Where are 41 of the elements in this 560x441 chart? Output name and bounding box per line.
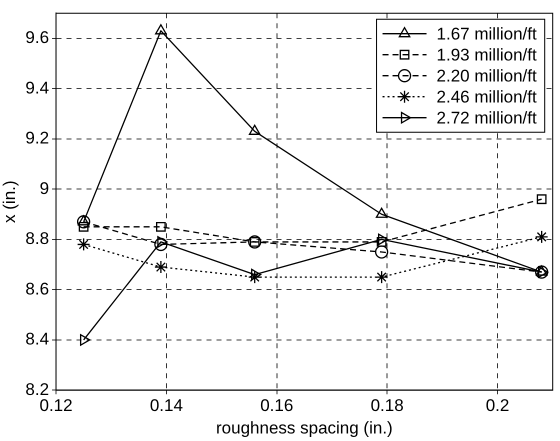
point <box>157 236 168 248</box>
point <box>78 222 89 232</box>
point <box>535 265 548 279</box>
point <box>78 215 90 226</box>
x-tick-label: 0.2 <box>486 396 510 416</box>
point <box>535 230 548 244</box>
point <box>156 222 166 232</box>
point <box>154 238 168 252</box>
point <box>154 260 168 274</box>
x-axis-title: roughness spacing (in.) <box>216 418 393 438</box>
point <box>536 194 547 204</box>
point <box>374 270 388 284</box>
legend-label: 1.93 million/ft <box>436 45 537 64</box>
point <box>378 234 388 246</box>
y-tick-label: 8.8 <box>25 229 50 248</box>
x-tick-label: 0.12 <box>39 396 73 416</box>
y-axis-title: x (in.) <box>0 180 19 223</box>
legend-label: 2.46 million/ft <box>436 87 537 106</box>
legend-label: 2.72 million/ft <box>436 108 537 128</box>
y-tick-label: 8.6 <box>25 279 50 298</box>
legend-label: 1.67 million/ft <box>436 24 537 44</box>
point <box>374 245 388 259</box>
y-tick-label: 9.6 <box>25 28 50 48</box>
y-tick-label: 9.4 <box>25 78 50 98</box>
point <box>155 24 167 34</box>
point <box>76 215 90 228</box>
point <box>376 237 387 247</box>
point <box>251 268 262 280</box>
y-tick-label: 8.4 <box>25 330 50 349</box>
point <box>80 334 90 346</box>
x-tick-label: 0.18 <box>370 396 404 416</box>
y-tick-label: 9 <box>40 178 50 198</box>
point <box>376 208 388 218</box>
y-tick-label: 9.2 <box>25 128 50 148</box>
x-tick-label: 0.16 <box>260 396 294 416</box>
y-tick-label: 8.2 <box>25 380 50 399</box>
x-tick-label: 0.14 <box>150 396 183 416</box>
point <box>248 124 261 135</box>
point <box>248 270 262 284</box>
point <box>76 238 90 252</box>
legend-label: 2.20 million/ft <box>436 66 537 86</box>
